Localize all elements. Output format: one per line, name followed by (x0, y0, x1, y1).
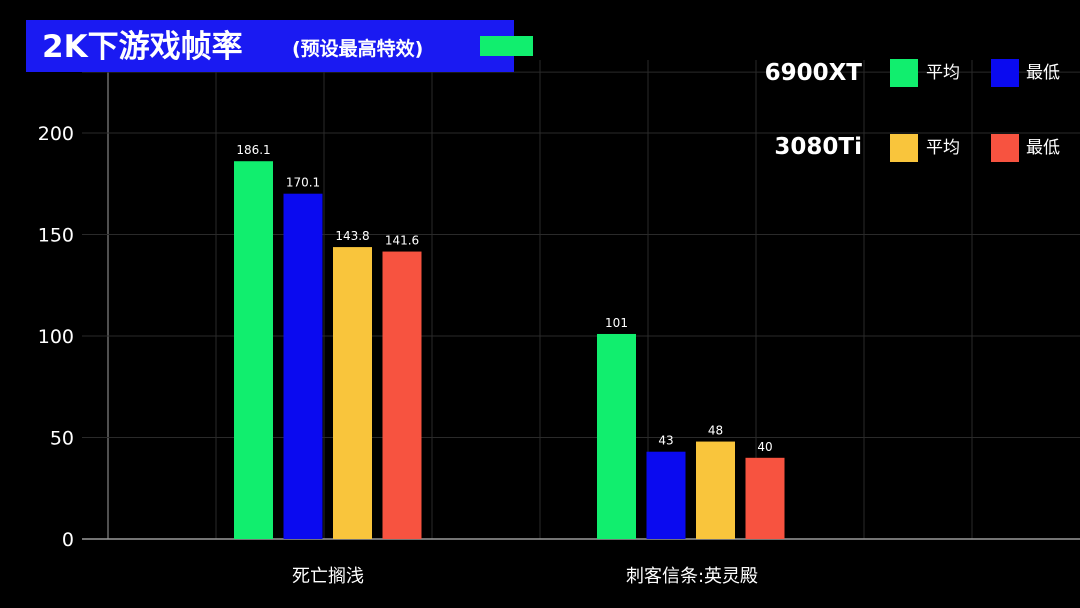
legend-swatch-3080ti-avg (890, 134, 918, 162)
bar (234, 161, 273, 540)
bar (382, 251, 422, 539)
x-axis-categories: 死亡搁浅 刺客信条:英灵殿 (292, 566, 758, 587)
chart-title: 2K下游戏帧率 (42, 29, 243, 65)
bar-value-label: 40 (757, 440, 772, 454)
legend-swatch-6900xt-min (991, 59, 1019, 87)
legend-label-3080ti-avg: 平均 (926, 138, 960, 158)
data-labels: 186.1 170.1 143.8 141.6 101 43 48 40 (236, 143, 772, 454)
bar-value-label: 170.1 (286, 176, 320, 190)
bar-value-label: 186.1 (236, 143, 270, 157)
gridlines (82, 60, 1080, 540)
y-tick-label: 200 (38, 123, 74, 145)
bar-value-label: 143.8 (335, 229, 369, 243)
bar (696, 441, 735, 539)
legend-label-6900xt-avg: 平均 (926, 63, 960, 83)
x-category-label: 死亡搁浅 (292, 566, 364, 587)
bar (283, 193, 323, 539)
bar (597, 333, 636, 539)
bar (646, 451, 686, 539)
y-tick-label: 0 (62, 529, 74, 551)
x-category-label: 刺客信条:英灵殿 (626, 566, 758, 587)
legend-gpu-3080ti: 3080Ti (774, 134, 862, 160)
legend-swatch-6900xt-avg (890, 59, 918, 87)
chart-subtitle: (预设最高特效) (292, 38, 424, 60)
bar-value-label: 43 (658, 434, 673, 448)
legend-label-6900xt-min: 最低 (1026, 63, 1060, 83)
bar (745, 457, 785, 539)
bar-value-label: 48 (708, 424, 723, 438)
y-tick-label: 150 (38, 225, 74, 247)
legend-gpu-6900xt: 6900XT (764, 60, 862, 86)
y-tick-label: 100 (38, 326, 74, 348)
bar (333, 247, 372, 539)
legend-swatch-3080ti-min (991, 134, 1019, 162)
title-accent-swatch (480, 36, 533, 56)
bars (234, 161, 785, 540)
bar-value-label: 101 (605, 316, 628, 330)
y-tick-label: 50 (50, 428, 74, 450)
bar-value-label: 141.6 (385, 234, 419, 248)
title-banner (26, 20, 514, 72)
legend-label-3080ti-min: 最低 (1026, 138, 1060, 158)
y-axis-ticks: 0 50 100 150 200 (38, 123, 74, 551)
